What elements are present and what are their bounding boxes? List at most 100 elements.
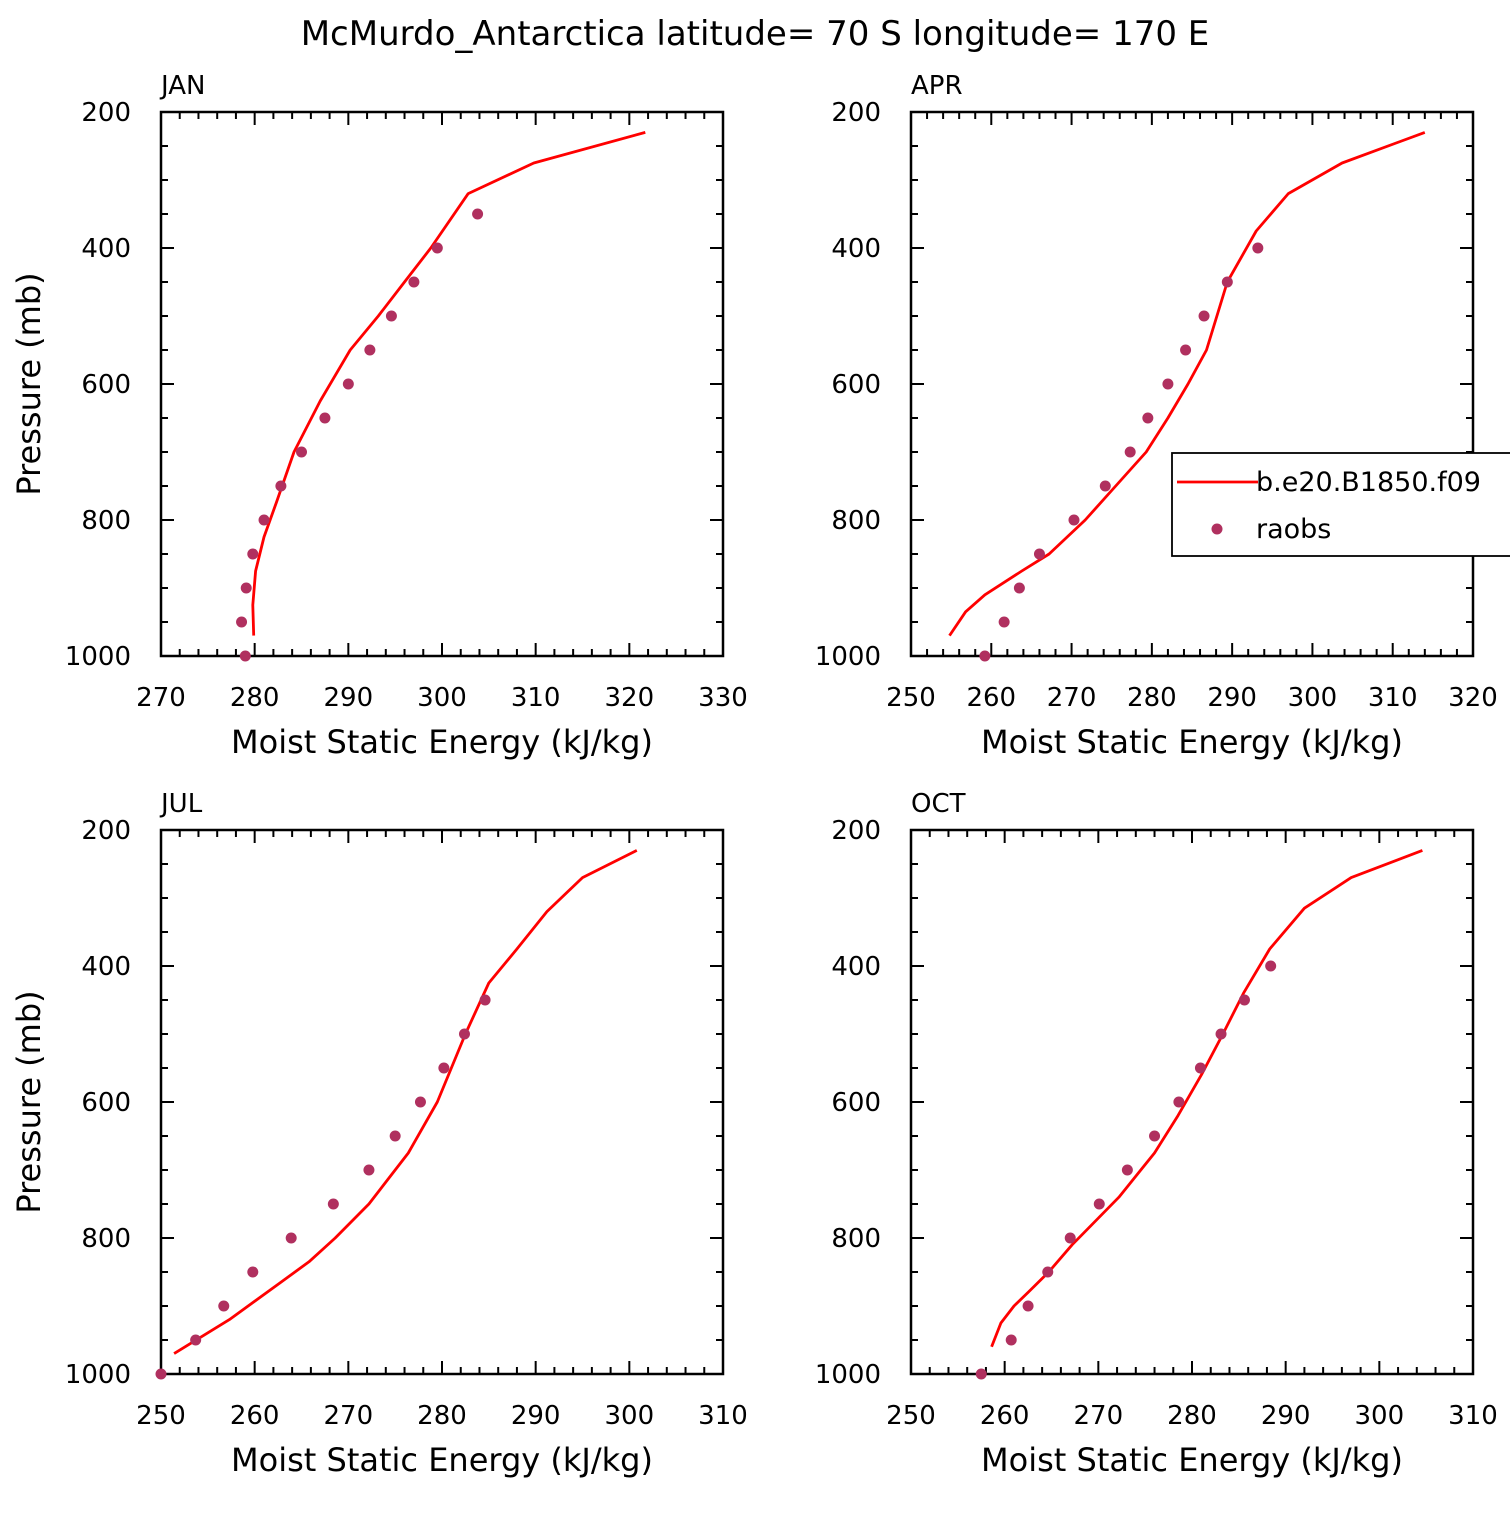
raobs-point <box>389 1130 401 1142</box>
y-tick-label: 200 <box>831 98 881 128</box>
raobs-point <box>1215 1028 1227 1040</box>
raobs-point <box>327 1198 339 1210</box>
raobs-point <box>218 1300 230 1312</box>
model-series-line <box>173 849 638 1355</box>
x-tick-label: 250 <box>886 1401 936 1431</box>
x-tick-label: 270 <box>324 1401 374 1431</box>
plot-frame <box>159 110 725 658</box>
raobs-point <box>1033 548 1045 560</box>
y-tick-label: 200 <box>81 98 131 128</box>
x-tick-label: 290 <box>1261 1401 1311 1431</box>
y-tick-label: 200 <box>831 816 881 846</box>
model-series-line <box>251 131 646 636</box>
raobs-point <box>1068 514 1080 526</box>
x-tick-label: 270 <box>1047 683 1097 713</box>
x-tick-label: 280 <box>1127 683 1177 713</box>
x-tick-label: 280 <box>417 1401 467 1431</box>
x-tick-label: 290 <box>1207 683 1257 713</box>
x-axis-label: Moist Static Energy (kJ/kg) <box>231 1441 653 1479</box>
x-axis-label: Moist Static Energy (kJ/kg) <box>231 723 653 761</box>
raobs-point <box>1042 1266 1054 1278</box>
x-tick-label: 300 <box>605 1401 655 1431</box>
legend: b.e20.B1850.f09 raobs <box>1171 452 1510 557</box>
raobs-point <box>998 616 1010 628</box>
raobs-point <box>979 650 991 662</box>
y-tick-label: 800 <box>831 1224 881 1254</box>
raobs-point <box>1142 412 1154 424</box>
raobs-point <box>1252 242 1264 254</box>
x-axis-label: Moist Static Energy (kJ/kg) <box>981 723 1403 761</box>
x-tick-label: 310 <box>511 683 561 713</box>
panel-label: JAN <box>159 71 205 101</box>
raobs-point <box>285 1232 297 1244</box>
panel-jan: JAN 270 280 290 300 310 320 330 200 400 600 800 1000… <box>10 71 748 761</box>
legend-dot-swatch <box>1211 523 1223 535</box>
y-tick-label: 600 <box>81 1088 131 1118</box>
raobs-point <box>1238 994 1250 1006</box>
y-tick-label: 200 <box>81 816 131 846</box>
panel-oct: OCT 250 260 270 280 290 300 310 200 400 600 800 1000… <box>815 789 1498 1479</box>
raobs-point <box>472 208 484 220</box>
y-tick-label: 600 <box>831 370 881 400</box>
plot-frame <box>909 110 1475 658</box>
raobs-point <box>1194 1062 1206 1074</box>
x-tick-label: 300 <box>417 683 467 713</box>
y-tick-label: 1000 <box>815 1360 881 1390</box>
raobs-point <box>364 344 376 356</box>
raobs-point <box>155 1368 167 1380</box>
raobs-point <box>342 378 354 390</box>
x-tick-label: 330 <box>698 683 748 713</box>
x-tick-label: 320 <box>605 683 655 713</box>
panel-label: JUL <box>159 789 203 819</box>
raobs-point <box>236 616 248 628</box>
y-tick-label: 800 <box>81 506 131 536</box>
raobs-point <box>1093 1198 1105 1210</box>
panel-label: OCT <box>911 789 966 819</box>
raobs-point <box>296 446 307 458</box>
raobs-point <box>190 1334 202 1346</box>
raobs-point <box>1022 1300 1034 1312</box>
plot-frame <box>159 828 725 1376</box>
y-tick-label: 1000 <box>65 1360 131 1390</box>
panel-apr: APR 250 260 270 280 290 300 310 320 200 400 600 800 1… <box>815 71 1510 761</box>
y-tick-label: 400 <box>831 234 881 264</box>
y-tick-label: 400 <box>81 952 131 982</box>
y-tick-label: 1000 <box>815 642 881 672</box>
raobs-point <box>247 1266 259 1278</box>
raobs-point <box>258 514 270 526</box>
raobs-point <box>458 1028 470 1040</box>
x-tick-label: 310 <box>1448 1401 1498 1431</box>
x-tick-label: 280 <box>230 683 280 713</box>
x-tick-label: 270 <box>1074 1401 1124 1431</box>
y-axis-label: Pressure (mb) <box>10 990 48 1213</box>
x-tick-label: 320 <box>1448 683 1498 713</box>
x-tick-label: 260 <box>230 1401 280 1431</box>
raobs-point <box>438 1062 450 1074</box>
x-tick-label: 300 <box>1288 683 1338 713</box>
raobs-point <box>1180 344 1192 356</box>
raobs-point <box>975 1368 987 1380</box>
x-tick-label: 250 <box>886 683 936 713</box>
raobs-point <box>1121 1164 1133 1176</box>
x-tick-label: 280 <box>1167 1401 1217 1431</box>
y-tick-label: 600 <box>81 370 131 400</box>
raobs-point <box>1005 1334 1017 1346</box>
y-axis-label: Pressure (mb) <box>10 272 48 495</box>
x-tick-label: 250 <box>136 1401 186 1431</box>
plot-frame <box>909 828 1475 1376</box>
raobs-point <box>479 994 491 1006</box>
raobs-point <box>319 412 331 424</box>
y-tick-label: 400 <box>81 234 131 264</box>
raobs-point <box>1013 582 1025 594</box>
x-tick-label: 290 <box>511 1401 561 1431</box>
raobs-point <box>408 276 420 288</box>
raobs-point <box>1124 446 1136 458</box>
raobs-point <box>240 582 252 594</box>
model-series-line <box>948 131 1426 637</box>
raobs-point <box>1162 378 1174 390</box>
raobs-point <box>247 548 259 560</box>
raobs-point <box>363 1164 375 1176</box>
legend-box <box>1171 452 1510 557</box>
